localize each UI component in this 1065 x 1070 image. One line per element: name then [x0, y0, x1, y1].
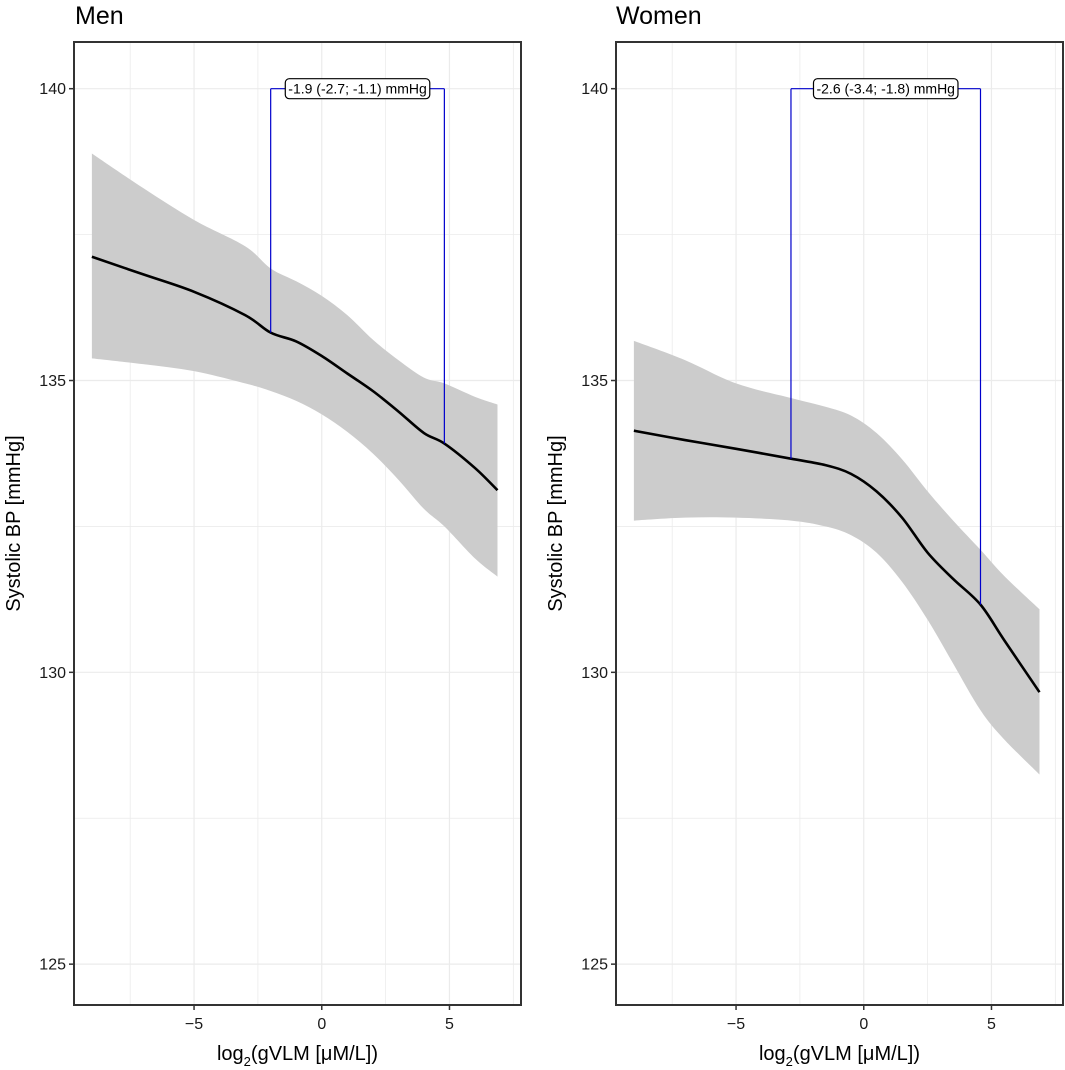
y-tick-label: 140 — [39, 81, 66, 98]
x-tick-label: −5 — [727, 1016, 745, 1033]
x-tick-label: 5 — [445, 1016, 454, 1033]
x-tick-label: 0 — [317, 1016, 326, 1033]
panel-title: Men — [75, 2, 124, 30]
y-tick-label: 130 — [39, 665, 66, 682]
x-axis-title: log2(gVLM [μM/L]) — [759, 1043, 920, 1069]
annotation-label-box — [812, 78, 959, 100]
y-tick-label: 140 — [581, 81, 608, 98]
panel-men: Men -1.9 (-2.7; -1.1) mmHg 125 130 135 140 −5 0… — [3, 2, 522, 1069]
panel-title: Women — [616, 2, 702, 30]
y-tick-label: 130 — [581, 665, 608, 682]
y-tick-label: 125 — [39, 957, 66, 974]
fit-line — [91, 255, 499, 492]
y-tick-label: 135 — [581, 373, 608, 390]
x-axis-title: log2(gVLM [μM/L]) — [217, 1043, 378, 1069]
y-tick-label: 125 — [581, 957, 608, 974]
annotation-label-box — [284, 78, 431, 100]
panel-women: Women -2.6 (-3.4; -1.8) mmHg 125 130 135 140 −… — [545, 2, 1064, 1069]
y-axis-title: Systolic BP [mmHg] — [545, 435, 567, 611]
annotation-label: -2.6 (-3.4; -1.8) mmHg — [816, 81, 954, 97]
x-tick-label: 0 — [859, 1016, 868, 1033]
confidence-band — [91, 153, 498, 577]
x-tick-label: 5 — [987, 1016, 996, 1033]
effect-annotation: -1.9 (-2.7; -1.1) mmHg — [270, 78, 445, 444]
x-tick-label: −5 — [185, 1016, 203, 1033]
annotation-label: -1.9 (-2.7; -1.1) mmHg — [288, 81, 426, 97]
y-tick-label: 135 — [39, 373, 66, 390]
effect-annotation: -2.6 (-3.4; -1.8) mmHg — [790, 78, 982, 605]
y-axis-title: Systolic BP [mmHg] — [3, 435, 25, 611]
confidence-band — [633, 340, 1040, 775]
panel-border — [615, 41, 1064, 1006]
panel-border — [73, 41, 522, 1006]
